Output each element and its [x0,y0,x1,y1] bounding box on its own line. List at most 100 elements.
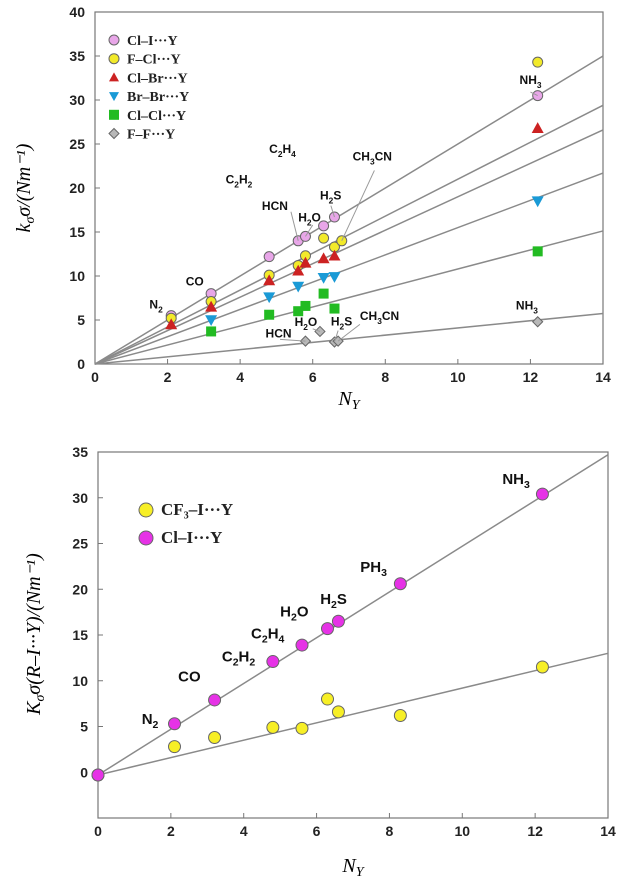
chart-top: 0 2 4 6 8 10 12 14 0 5 10 15 20 25 30 35 40 NY kσσ/(Nm⁻¹) C… [13,4,611,413]
data-point [328,249,341,261]
leader-line [290,211,299,241]
y-tick-label: 10 [72,673,88,689]
legend-entry: Cl–Cl···Y [127,109,186,124]
x-axis-label: NY [341,855,365,879]
data-point [321,692,334,706]
data-point [317,272,330,284]
leader-line [341,170,375,242]
legend-marker [109,72,119,82]
data-point [531,196,544,208]
data-point [393,577,407,591]
x-tick-label: 2 [167,823,175,839]
point-annotation: C2H2 [222,649,256,669]
point-annotation: H2O [295,315,318,332]
data-point [532,246,543,257]
y-tick-label: 25 [72,536,88,552]
y-tick-label: 20 [72,581,88,597]
y-tick-label: 35 [69,48,85,64]
leader-line [312,328,321,332]
x-tick-label: 0 [94,823,102,839]
fit-line [94,230,604,365]
leader-line [334,330,339,343]
data-point [329,303,340,314]
legend-entry: Cl–I···Y [127,34,178,49]
leader-line [337,324,361,342]
y-tick-label: 0 [77,356,85,372]
legend-entry: Cl–Br···Y [127,71,188,86]
fit-line [94,55,604,365]
data-point [300,300,311,311]
legend-entry: F–Cl···Y [127,53,181,68]
data-point [205,315,218,326]
data-point [318,232,330,244]
point-annotation: H2S [331,314,352,331]
x-tick-label: 14 [595,369,611,385]
leader-line [305,224,314,237]
legend-marker [138,530,154,546]
point-annotation: H2S [320,188,341,205]
point-annotation: H2O [298,210,321,227]
data-point [205,300,218,312]
legend-marker [108,34,120,46]
x-tick-label: 4 [236,369,244,385]
data-point [331,614,345,628]
point-annotation: N2 [142,711,159,731]
y-axis-label: kσσ/(Nm⁻¹) [13,143,38,232]
point-annotation: HCN [262,199,288,213]
point-annotation: PH3 [360,559,387,579]
point-annotation: NH3 [502,471,530,491]
legend-marker [109,92,119,102]
legend-entry: F–F···Y [127,128,175,143]
x-tick-label: 10 [450,369,466,385]
point-annotation: NH3 [516,298,538,315]
data-point [208,693,222,707]
x-axis-label: NY [337,388,361,413]
data-point [393,709,407,723]
point-annotation: N2 [149,298,163,315]
y-tick-label: 35 [72,444,88,460]
y-tick-label: 25 [69,136,85,152]
y-axis-label: Kσσ(R–I···Y)/(Nm⁻¹) [23,553,48,716]
data-point [328,272,341,283]
data-point [208,730,222,744]
legend-marker [108,53,120,65]
data-point [266,655,280,669]
data-point [263,292,276,304]
data-point [531,122,544,133]
data-point [263,251,275,263]
data-point [331,705,345,719]
legend-entry: Br–Br···Y [127,90,189,105]
point-annotation: C2H2 [226,173,253,190]
data-point [318,288,329,299]
y-tick-label: 30 [69,92,85,108]
fit-line [94,312,604,365]
data-point [299,256,312,268]
data-point [165,318,178,330]
point-annotation: C2H4 [269,142,296,159]
y-tick-label: 15 [69,224,85,240]
leader-line [530,91,538,97]
fit-line [94,129,604,365]
data-point [317,252,330,264]
y-tick-label: 40 [69,4,85,20]
data-point [292,264,305,276]
data-point [264,309,275,320]
x-tick-label: 6 [313,823,321,839]
data-point [292,281,305,293]
legend-entry: CF₃–I···Y [161,500,233,519]
x-tick-label: 6 [309,369,317,385]
point-annotation: NH3 [520,73,542,90]
data-point [263,274,276,286]
fit-line [94,172,604,365]
point-annotation: CH3CN [353,150,392,167]
y-tick-label: 10 [69,268,85,284]
point-annotation: CO [186,275,204,289]
y-tick-label: 5 [80,719,88,735]
data-point [293,306,304,317]
data-point [321,622,334,636]
data-point [206,326,217,337]
data-point [266,720,280,734]
y-tick-label: 15 [72,627,88,643]
data-point [532,56,544,68]
